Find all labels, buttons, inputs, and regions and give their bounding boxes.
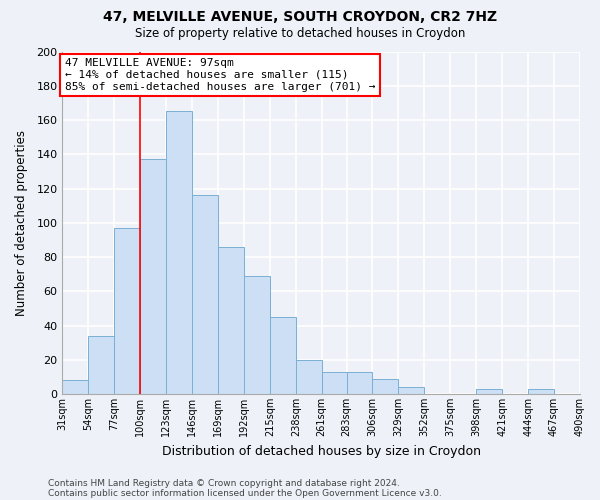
Bar xyxy=(88,336,114,394)
Bar xyxy=(322,372,347,394)
Y-axis label: Number of detached properties: Number of detached properties xyxy=(15,130,28,316)
Bar xyxy=(373,378,398,394)
Bar xyxy=(192,196,218,394)
Bar xyxy=(140,160,166,394)
Bar xyxy=(218,246,244,394)
Bar xyxy=(476,389,502,394)
Bar xyxy=(347,372,373,394)
Text: Contains public sector information licensed under the Open Government Licence v3: Contains public sector information licen… xyxy=(48,488,442,498)
Text: Contains HM Land Registry data © Crown copyright and database right 2024.: Contains HM Land Registry data © Crown c… xyxy=(48,478,400,488)
Text: Size of property relative to detached houses in Croydon: Size of property relative to detached ho… xyxy=(135,28,465,40)
Bar xyxy=(62,380,88,394)
Text: 47 MELVILLE AVENUE: 97sqm
← 14% of detached houses are smaller (115)
85% of semi: 47 MELVILLE AVENUE: 97sqm ← 14% of detac… xyxy=(65,58,375,92)
Text: 47, MELVILLE AVENUE, SOUTH CROYDON, CR2 7HZ: 47, MELVILLE AVENUE, SOUTH CROYDON, CR2 … xyxy=(103,10,497,24)
Bar xyxy=(398,387,424,394)
Bar xyxy=(270,317,296,394)
Bar xyxy=(244,276,270,394)
Bar xyxy=(114,228,140,394)
Bar xyxy=(528,389,554,394)
Bar xyxy=(296,360,322,394)
Bar xyxy=(166,112,192,394)
X-axis label: Distribution of detached houses by size in Croydon: Distribution of detached houses by size … xyxy=(161,444,481,458)
